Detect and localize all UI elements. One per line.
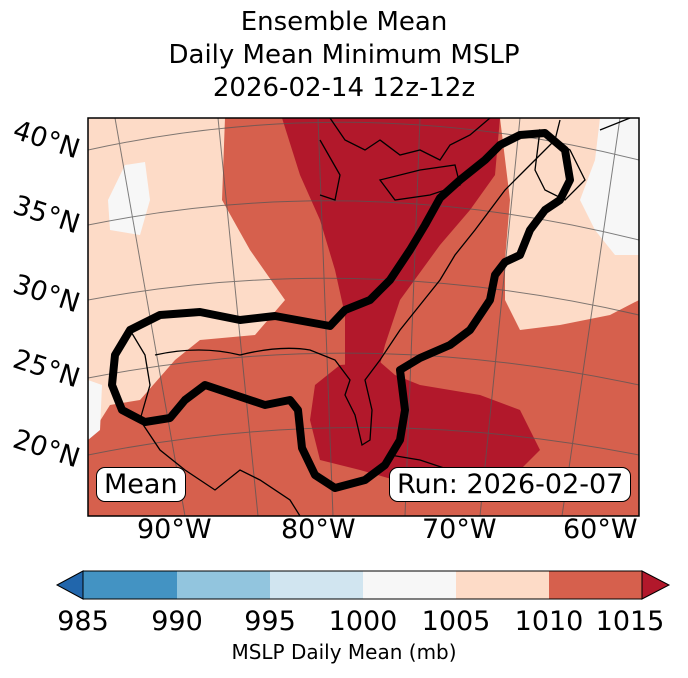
- pressure-field-1015-ridge: [282, 118, 500, 368]
- pressure-field-1015-south: [310, 362, 540, 490]
- colorbar-bin-1000: [363, 571, 456, 599]
- colorbar-bin-1010: [549, 571, 642, 599]
- colorbar-frame: [82, 570, 643, 600]
- lon-label-80w: 80°W: [281, 514, 356, 545]
- colorbar-under-arrow: [55, 570, 84, 600]
- map-field: [88, 118, 639, 516]
- colorbar-bin-990: [177, 571, 270, 599]
- run-date-tag: Run: 2026-02-07: [389, 467, 632, 502]
- colorbar-tick-1015: 1015: [595, 606, 665, 637]
- title-line-1: Ensemble Mean: [240, 7, 448, 37]
- pressure-field-1000-westedge: [88, 380, 102, 440]
- title-line-2: Daily Mean Minimum MSLP: [168, 40, 520, 70]
- map-title: Ensemble Mean Daily Mean Minimum MSLP 20…: [0, 6, 688, 105]
- colorbar-tick-990: 990: [151, 606, 203, 637]
- colorbar-bin-1005: [456, 571, 549, 599]
- graticule: [88, 118, 639, 516]
- colorbar-label: MSLP Daily Mean (mb): [231, 640, 457, 664]
- map-frame: [87, 117, 640, 517]
- lon-label-90w: 90°W: [137, 514, 212, 545]
- mean-tag: Mean: [96, 467, 186, 502]
- title-line-3: 2026-02-14 12z-12z: [212, 73, 476, 103]
- colorbar-tick-985: 985: [57, 606, 109, 637]
- colorbar-tick-1000: 1000: [328, 606, 398, 637]
- lon-label-70w: 70°W: [422, 514, 497, 545]
- ensemble-outline: [108, 129, 574, 492]
- colorbar: [55, 570, 671, 600]
- lon-label-60w: 60°W: [563, 514, 638, 545]
- colorbar-tick-1005: 1005: [421, 606, 491, 637]
- pressure-field-1000-east: [580, 118, 639, 255]
- colorbar-bin-985: [83, 571, 177, 599]
- colorbar-over-arrow: [641, 570, 671, 600]
- colorbar-tick-1010: 1010: [514, 606, 584, 637]
- colorbar-bin-995: [270, 571, 363, 599]
- colorbar-tick-995: 995: [244, 606, 296, 637]
